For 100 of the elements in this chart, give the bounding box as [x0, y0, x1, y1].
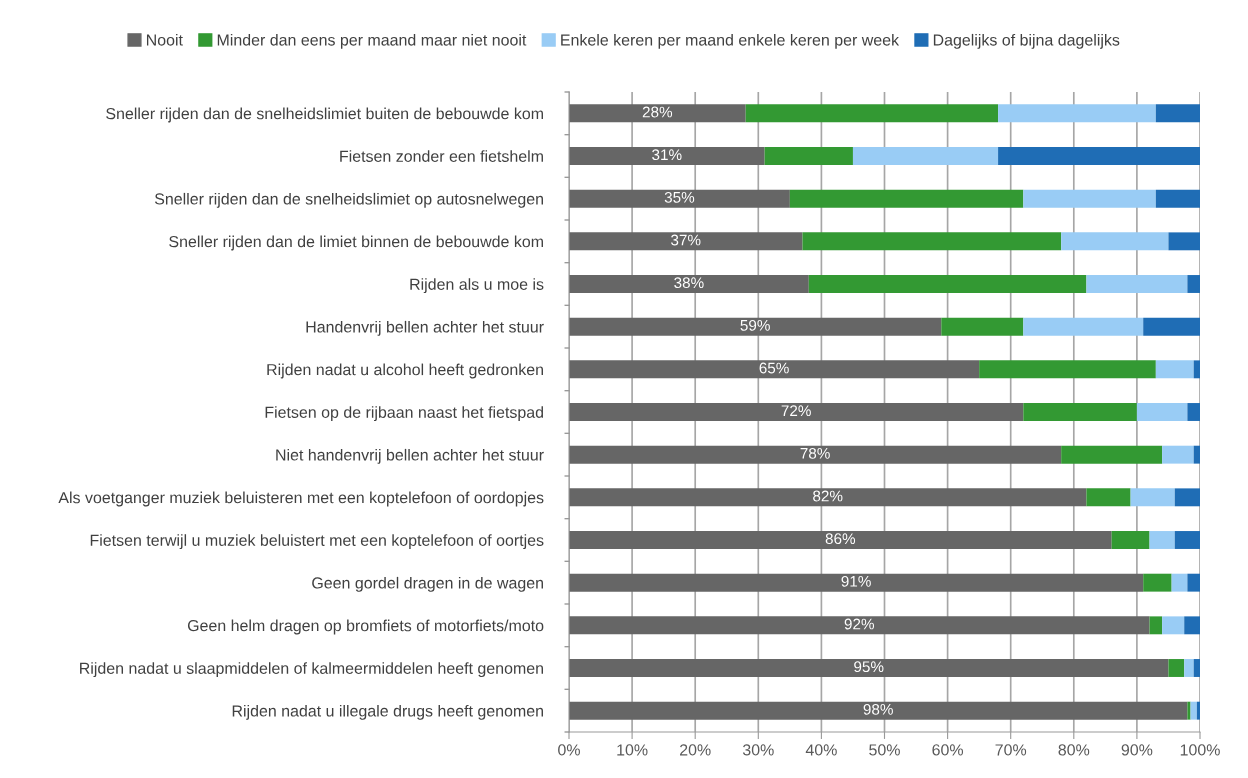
y-tick-label: Sneller rijden dan de snelheidslimiet op autosnelwegen [154, 192, 543, 208]
y-tick-label: Rijden nadat u illegale drugs heeft genomen [232, 704, 543, 720]
bar [1155, 104, 1200, 123]
x-tick-label: 60% [932, 744, 964, 756]
bar [1193, 445, 1200, 464]
bar [998, 147, 1200, 165]
bar [1174, 488, 1200, 507]
bar [852, 147, 999, 165]
bar [1155, 189, 1200, 208]
bar [569, 701, 1188, 720]
bar [998, 104, 1156, 123]
y-tick-label: Rijden als u moe is [410, 278, 544, 294]
y-tick-label: Niet handenvrij bellen achter het stuur [276, 448, 544, 464]
bar [1023, 403, 1137, 421]
x-tick-label: 100% [1180, 744, 1220, 756]
x-tick-label: 0% [558, 744, 580, 756]
bar [1162, 445, 1194, 464]
x-tick-label: 80% [1058, 744, 1090, 756]
data-label: 95% [854, 661, 884, 673]
bar [569, 445, 1062, 464]
bar [569, 147, 765, 165]
data-label: 92% [844, 618, 875, 630]
legend-label: Nooit [146, 33, 183, 46]
data-label: 86% [825, 533, 856, 545]
legend-label: Enkele keren per maand enkele keren per week [561, 33, 900, 49]
y-tick-label: Handenvrij bellen achter het stuur [306, 320, 544, 336]
y-tick-label: Rijden nadat u slaapmiddelen of kalmeermiddelen heeft genomen [80, 662, 543, 678]
y-tick-label: Geen gordel dragen in de wagen [312, 576, 543, 592]
bar [1196, 701, 1200, 720]
y-tick-label: Geen helm dragen op bromfiets of motorfiets/moto [187, 619, 544, 635]
bar [745, 104, 999, 123]
bar [569, 488, 1087, 507]
x-tick-label: 50% [869, 744, 900, 756]
bar [1023, 317, 1144, 336]
legend-label: Dagelijks of bijna dagelijks [933, 33, 1120, 49]
bar [979, 360, 1156, 379]
bar [1187, 701, 1191, 720]
bar [569, 104, 746, 123]
bar [569, 659, 1169, 677]
data-label: 91% [841, 575, 871, 587]
bar [569, 317, 942, 336]
bar [808, 275, 1087, 293]
x-tick-label: 20% [680, 744, 711, 756]
bar [764, 147, 853, 165]
bar [1155, 360, 1194, 379]
bar [802, 232, 1062, 251]
bar [569, 275, 809, 293]
x-tick-label: 90% [1121, 744, 1153, 756]
bar [569, 232, 803, 251]
data-label: 28% [642, 106, 673, 118]
bar [1187, 403, 1200, 421]
bar [569, 573, 1144, 592]
bar [1143, 573, 1172, 592]
bar [1130, 488, 1175, 507]
bar [1023, 189, 1156, 208]
data-label: 37% [671, 234, 701, 246]
bar [1162, 616, 1185, 635]
data-label: 78% [800, 447, 830, 459]
bar [1187, 275, 1200, 293]
y-tick-label: Sneller rijden dan de limiet binnen de bebouwde kom [169, 235, 543, 251]
y-tick-label: Rijden nadat u alcohol heeft gedronken [267, 363, 543, 379]
bar [569, 531, 1112, 549]
x-tick-label: 70% [995, 744, 1027, 756]
bar [1184, 659, 1194, 677]
data-label: 31% [652, 149, 682, 161]
y-tick-label: Fietsen terwijl u muziek beluistert met een koptelefoon of oortjes [90, 534, 544, 550]
bar [1168, 232, 1200, 251]
bar [941, 317, 1024, 336]
bar [1193, 659, 1200, 677]
bar [1149, 616, 1163, 635]
y-tick-label: Als voetganger muziek beluisteren met een koptelefoon of oordopjes [58, 491, 544, 507]
legend-label: Minder dan eens per maand maar niet nooit [217, 33, 527, 49]
x-tick-label: 30% [742, 744, 774, 756]
bar [1061, 445, 1163, 464]
bar [1168, 659, 1185, 677]
bar [1187, 573, 1200, 592]
bar [569, 189, 790, 208]
bar [1086, 488, 1131, 507]
data-label: 72% [781, 405, 811, 417]
bar [569, 360, 980, 379]
bar [1111, 531, 1150, 549]
bar [1143, 317, 1200, 336]
data-label: 59% [740, 319, 770, 331]
x-tick-label: 10% [617, 744, 648, 756]
bar [1190, 701, 1197, 720]
data-label: 98% [863, 703, 893, 715]
bar [789, 189, 1024, 208]
bar [1061, 232, 1169, 251]
data-label: 82% [813, 490, 843, 502]
data-label: 38% [674, 277, 704, 289]
y-tick-label: Fietsen zonder een fietshelm [340, 150, 543, 162]
bar [1174, 531, 1200, 549]
bar [1171, 573, 1188, 592]
bar [1136, 403, 1188, 421]
bar [1184, 616, 1200, 635]
data-label: 65% [759, 362, 789, 374]
bar [1149, 531, 1175, 549]
bar [1193, 360, 1200, 379]
bar [569, 403, 1024, 421]
x-tick-label: 40% [805, 744, 837, 756]
